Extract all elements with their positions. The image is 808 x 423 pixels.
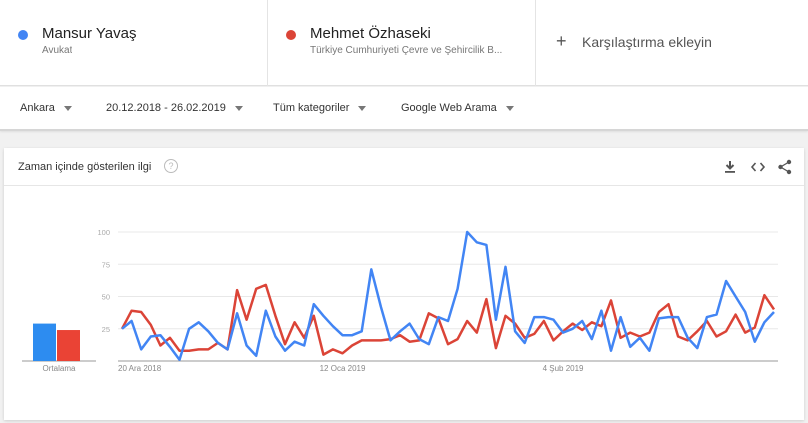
caret-down-icon: [63, 105, 72, 111]
svg-text:4 Şub 2019: 4 Şub 2019: [543, 364, 584, 373]
add-comparison-label: Karşılaştırma ekleyin: [582, 34, 712, 50]
term-name: Mansur Yavaş: [42, 25, 137, 42]
question-mark-icon[interactable]: ?: [164, 159, 178, 173]
term-card-1[interactable]: Mansur Yavaş Avukat: [0, 0, 268, 86]
svg-text:75: 75: [102, 260, 110, 269]
svg-text:12 Oca 2019: 12 Oca 2019: [320, 364, 366, 373]
date-range-dropdown[interactable]: 20.12.2018 - 26.02.2019: [106, 102, 243, 114]
term-subtitle: Türkiye Cumhuriyeti Çevre ve Şehircilik …: [310, 45, 503, 56]
plus-icon: +: [556, 31, 567, 51]
term-subtitle: Avukat: [42, 45, 73, 56]
add-comparison-button[interactable]: + Karşılaştırma ekleyin: [536, 0, 808, 85]
svg-text:100: 100: [97, 228, 110, 237]
region-dropdown[interactable]: Ankara: [20, 102, 72, 114]
caret-down-icon: [234, 105, 243, 111]
svg-text:Ortalama: Ortalama: [43, 364, 76, 373]
term-name: Mehmet Özhaseki: [310, 25, 431, 42]
term-card-2[interactable]: Mehmet Özhaseki Türkiye Cumhuriyeti Çevr…: [268, 0, 536, 86]
search-type-value: Google Web Arama: [401, 102, 497, 114]
average-bars: Ortalama: [22, 323, 96, 373]
line-chart[interactable]: Ortalama 25 50 75 100 20 Ara 2018 12 Oca 201…: [4, 148, 804, 420]
caret-down-icon: [505, 105, 514, 111]
gridlines: 25 50 75 100: [97, 228, 778, 362]
region-value: Ankara: [20, 102, 55, 114]
caret-down-icon: [358, 105, 367, 111]
interest-over-time-panel: Zaman içinde gösterilen ilgi ? Ortalama …: [4, 148, 804, 420]
svg-text:50: 50: [102, 293, 110, 302]
svg-text:25: 25: [102, 325, 110, 334]
download-icon[interactable]: [721, 158, 739, 176]
x-axis-labels: 20 Ara 2018 12 Oca 2019 4 Şub 2019: [118, 364, 584, 373]
compare-terms-bar: Mansur Yavaş Avukat Mehmet Özhaseki Türk…: [0, 0, 808, 86]
share-icon[interactable]: [776, 158, 794, 176]
search-type-dropdown[interactable]: Google Web Arama: [401, 102, 514, 114]
series-color-dot: [18, 30, 28, 40]
filter-bar: Ankara 20.12.2018 - 26.02.2019 Tüm kateg…: [0, 87, 808, 131]
series-lines: [120, 230, 776, 361]
series-color-dot: [286, 30, 296, 40]
svg-text:20 Ara 2018: 20 Ara 2018: [118, 364, 162, 373]
category-dropdown[interactable]: Tüm kategoriler: [273, 102, 367, 114]
embed-code-icon[interactable]: [749, 158, 767, 176]
panel-header: Zaman içinde gösterilen ilgi ?: [4, 148, 804, 186]
date-range-value: 20.12.2018 - 26.02.2019: [106, 102, 226, 114]
category-value: Tüm kategoriler: [273, 102, 350, 114]
panel-title: Zaman içinde gösterilen ilgi: [18, 161, 152, 173]
